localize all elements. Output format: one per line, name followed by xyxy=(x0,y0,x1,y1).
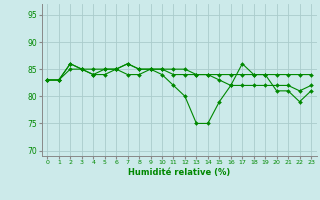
X-axis label: Humidité relative (%): Humidité relative (%) xyxy=(128,168,230,177)
